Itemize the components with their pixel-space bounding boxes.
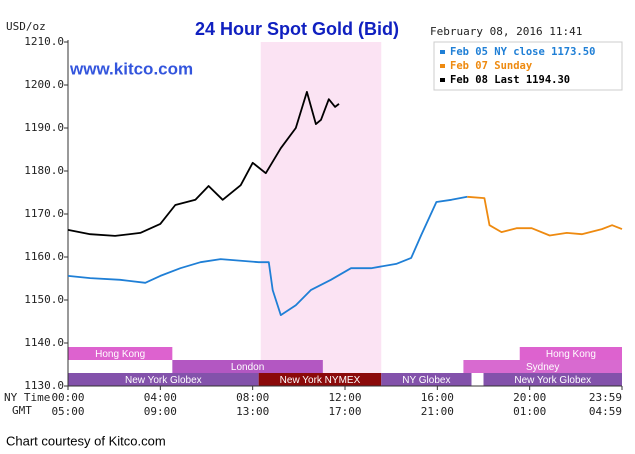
- x-tick-label: 04:00: [144, 391, 177, 404]
- session-bar: [483, 373, 622, 386]
- session-label: London: [231, 362, 264, 373]
- x-tick-label: 23:59: [589, 391, 622, 404]
- legend-box: [433, 41, 623, 91]
- gmt-tick-label: 05:00: [51, 405, 84, 418]
- session-bar: [172, 360, 323, 373]
- session-label: Sydney: [526, 362, 559, 373]
- session-bar: [519, 347, 622, 360]
- chart-title: 24 Hour Spot Gold (Bid): [195, 19, 399, 39]
- y-tick-label: 1200.0: [24, 78, 64, 91]
- x-row-label: NY Time: [4, 391, 50, 404]
- session-label: New York Globex: [514, 375, 591, 386]
- watermark: www.kitco.com: [69, 59, 193, 78]
- gmt-tick-label: 09:00: [144, 405, 177, 418]
- session-bar: [381, 373, 472, 386]
- gmt-tick-label: 01:00: [513, 405, 546, 418]
- y-tick-label: 1180.0: [24, 164, 64, 177]
- y-tick-label: 1150.0: [24, 293, 64, 306]
- x-tick-label: 00:00: [51, 391, 84, 404]
- legend-swatch: [440, 78, 445, 82]
- legend-label: Feb 05 NY close 1173.50: [450, 46, 595, 58]
- gmt-tick-label: 04:59: [589, 405, 622, 418]
- legend-swatch: [440, 50, 445, 54]
- y-unit: USD/oz: [6, 20, 46, 33]
- session-bar: [68, 347, 173, 360]
- session-bar: [68, 373, 259, 386]
- session-label: New York Globex: [125, 375, 202, 386]
- series-line: [67, 195, 468, 316]
- x-row-label: GMT: [12, 404, 32, 417]
- x-tick-label: 12:00: [328, 391, 361, 404]
- y-tick-label: 1130.0: [24, 379, 64, 392]
- background: [260, 42, 382, 386]
- session-bar: [463, 360, 622, 373]
- legend-label: Feb 08 Last 1194.30: [450, 74, 570, 86]
- session-label: Hong Kong: [95, 349, 145, 360]
- x-tick-label: 20:00: [513, 391, 546, 404]
- y-tick-label: 1190.0: [24, 121, 64, 134]
- session-bar: [258, 373, 382, 386]
- gmt-tick-label: 13:00: [236, 405, 269, 418]
- session-label: NY Globex: [402, 375, 450, 386]
- highlight-band: [260, 42, 382, 386]
- timestamp: February 08, 2016 11:41: [430, 25, 582, 38]
- gmt-tick-label: 17:00: [328, 405, 361, 418]
- x-tick-label: 08:00: [236, 391, 269, 404]
- series-line: [67, 91, 340, 237]
- series-line: [467, 195, 623, 237]
- session-label: Hong Kong: [546, 349, 596, 360]
- legend-label: Feb 07 Sunday: [450, 60, 533, 72]
- gmt-tick-label: 21:00: [421, 405, 454, 418]
- y-tick-label: 1140.0: [24, 336, 64, 349]
- legend-swatch: [440, 64, 445, 68]
- credit: Chart courtesy of Kitco.com: [6, 433, 166, 448]
- x-tick-label: 16:00: [421, 391, 454, 404]
- y-tick-label: 1170.0: [24, 207, 64, 220]
- session-label: New York NYMEX: [280, 375, 361, 386]
- y-tick-label: 1160.0: [24, 250, 64, 263]
- y-tick-label: 1210.0: [24, 35, 64, 48]
